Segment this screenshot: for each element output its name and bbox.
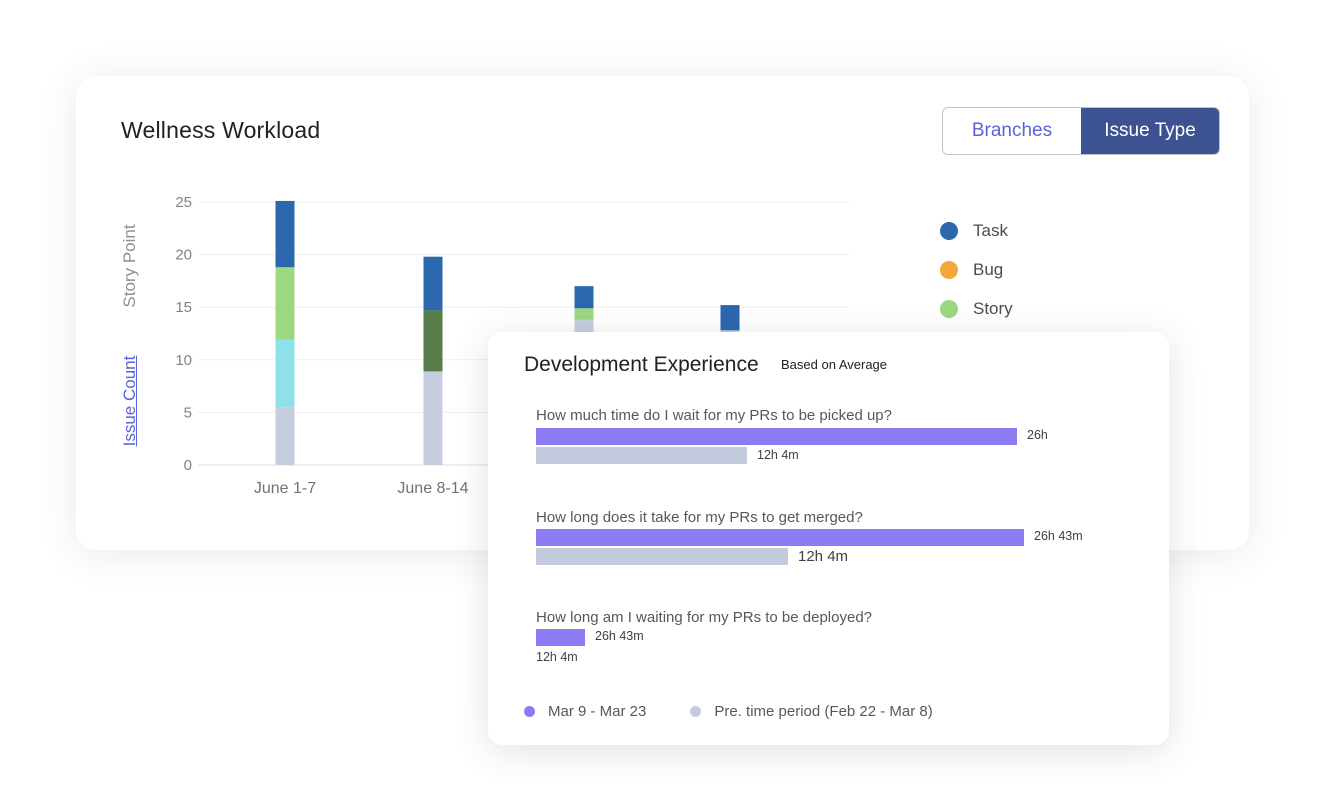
bar-segment[interactable] [574, 286, 594, 309]
legend-label-story: Story [973, 299, 1013, 318]
deploy-current-value: 26h 43m [595, 629, 644, 643]
merge-current-bar [536, 529, 1024, 546]
bar-segment[interactable] [275, 339, 295, 408]
question-deploy: How long am I waiting for my PRs to be d… [536, 609, 872, 626]
development-experience-card: Development Experience Based on Average … [488, 332, 1169, 745]
current-period-dot [524, 706, 535, 717]
pickup-previous-bar [536, 447, 747, 464]
pickup-previous-value: 12h 4m [757, 448, 799, 462]
time-period-legend: Mar 9 - Mar 23 Pre. time period (Feb 22 … [524, 703, 977, 720]
deploy-previous-value: 12h 4m [536, 650, 578, 664]
question-merge: How long does it take for my PRs to get … [536, 509, 863, 526]
bar-segment[interactable] [423, 371, 443, 465]
issue-type-legend: Task Bug Story [940, 220, 1013, 337]
bar-segment[interactable] [423, 310, 443, 372]
view-toggle: Branches Issue Type [942, 107, 1220, 155]
y-tick-label: 0 [184, 457, 192, 474]
merge-current-value: 26h 43m [1034, 529, 1083, 543]
deploy-current-bar [536, 629, 585, 646]
development-experience-title: Development Experience [524, 353, 759, 376]
legend-item-task[interactable]: Task [940, 220, 1013, 242]
bar-segment[interactable] [275, 200, 295, 268]
y-tick-label: 25 [175, 194, 192, 211]
y-axis-ticks: 0 5 10 15 20 25 [175, 194, 192, 474]
merge-previous-bar [536, 548, 788, 565]
previous-period-dot [690, 706, 702, 717]
story-legend-dot [940, 300, 958, 318]
x-axis-ticks: June 1-7 June 8-14 [254, 480, 469, 497]
bar-segment[interactable] [275, 407, 295, 465]
legend-label-bug: Bug [973, 260, 1004, 279]
task-legend-dot [940, 222, 958, 240]
bar-segment[interactable] [275, 267, 295, 340]
current-period-label: Mar 9 - Mar 23 [548, 703, 647, 720]
bar-segment[interactable] [574, 308, 594, 320]
y-tick-label: 15 [175, 299, 192, 316]
question-pickup: How much time do I wait for my PRs to be… [536, 407, 892, 424]
legend-label-task: Task [973, 221, 1008, 240]
x-tick-label: June 8-14 [397, 480, 468, 497]
merge-previous-value: 12h 4m [798, 548, 849, 565]
legend-item-previous-period[interactable]: Pre. time period (Feb 22 - Mar 8) [690, 703, 933, 720]
legend-item-current-period[interactable]: Mar 9 - Mar 23 [524, 703, 646, 720]
wellness-workload-title: Wellness Workload [121, 117, 321, 143]
pickup-current-bar [536, 428, 1017, 445]
legend-item-story[interactable]: Story [940, 298, 1013, 320]
x-tick-label: June 1-7 [254, 480, 316, 497]
branches-toggle-button[interactable]: Branches [943, 108, 1081, 154]
based-on-average-label: Based on Average [781, 357, 888, 372]
y-tick-label: 10 [175, 352, 192, 369]
bar-segment[interactable] [720, 305, 740, 331]
bar-segment[interactable] [423, 256, 443, 311]
legend-item-bug[interactable]: Bug [940, 259, 1013, 281]
pickup-current-value: 26h [1027, 428, 1048, 442]
previous-period-label: Pre. time period (Feb 22 - Mar 8) [714, 703, 933, 720]
issue-type-toggle-button[interactable]: Issue Type [1081, 108, 1219, 154]
y-tick-label: 20 [175, 247, 192, 264]
bug-legend-dot [940, 261, 958, 279]
y-tick-label: 5 [184, 404, 192, 421]
